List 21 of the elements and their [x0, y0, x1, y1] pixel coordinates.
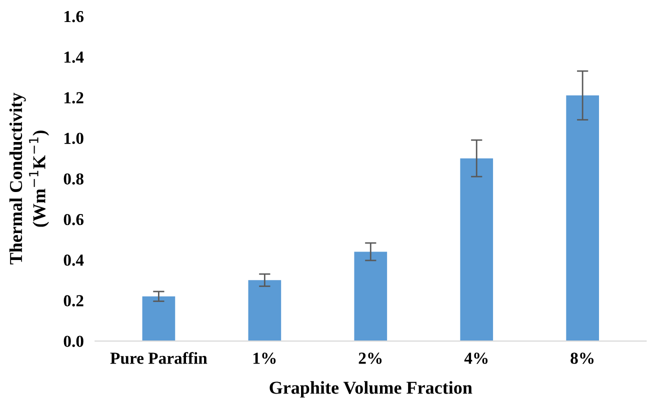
y-tick-label: 0.0	[64, 336, 84, 348]
x-axis-title: Graphite Volume Fraction	[270, 381, 472, 398]
y-tick-label: 0.2	[64, 295, 84, 306]
y-tick-label: 1.4	[64, 52, 84, 63]
x-tick-label: 2%	[358, 352, 382, 364]
y-tick-label: 1.0	[64, 132, 84, 144]
y-tick-label: 1.6	[64, 10, 84, 22]
y-tick-label: 0.6	[64, 214, 84, 226]
x-tick-label: Pure Paraffin	[110, 352, 208, 364]
x-tick-label: 8%	[570, 352, 594, 364]
bar	[460, 158, 494, 342]
y-tick-label: 0.8	[64, 173, 84, 185]
y-axis-title: Thermal Conductivity (Wm$^{−1}$K$^{−1}$)	[9, 92, 50, 264]
bar	[566, 95, 600, 342]
x-tick-label: 4%	[464, 352, 488, 364]
bar	[142, 296, 176, 342]
bar	[354, 252, 388, 342]
x-tick-label: 1%	[254, 352, 276, 364]
bar	[248, 280, 282, 342]
y-tick-label: 1.2	[64, 92, 84, 104]
y-tick-label: 0.4	[64, 254, 84, 266]
